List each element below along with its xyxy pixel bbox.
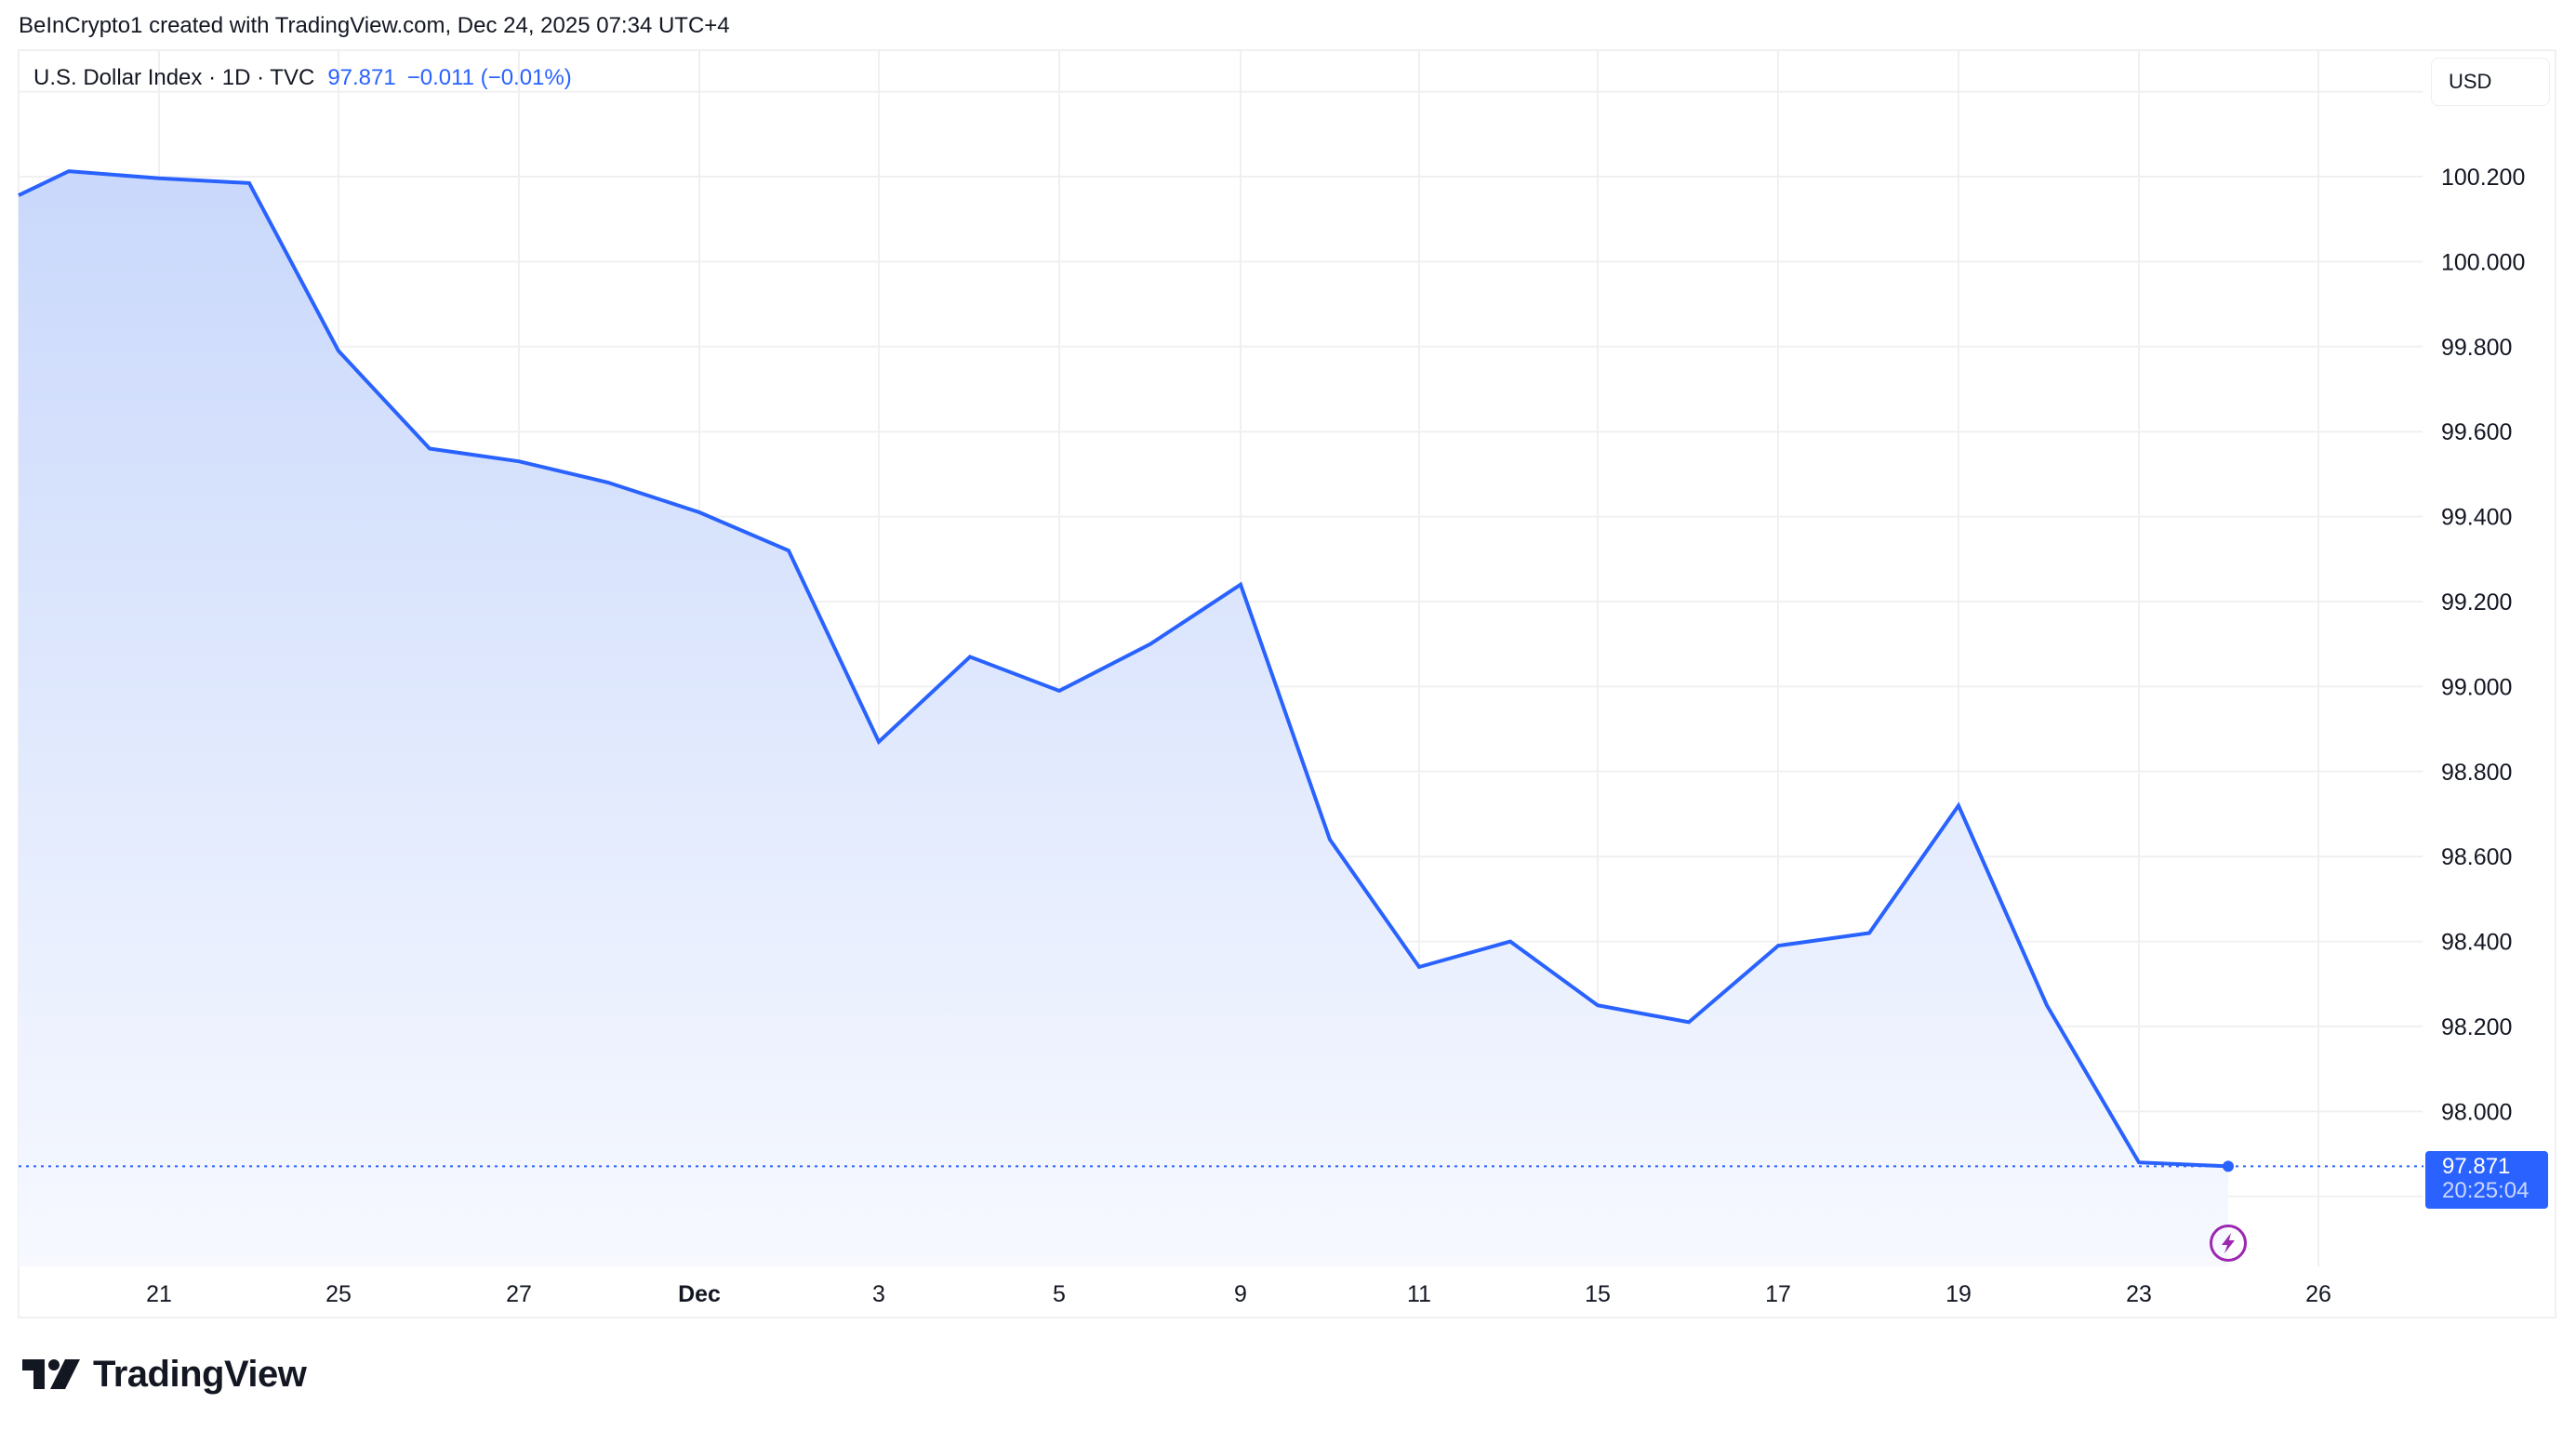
y-tick-label: 99.200 bbox=[2441, 589, 2512, 616]
y-tick-label: 100.000 bbox=[2441, 249, 2525, 275]
x-tick-label: 21 bbox=[146, 1281, 172, 1307]
x-tick-label: 26 bbox=[2305, 1281, 2331, 1307]
tradingview-logo[interactable]: TradingView bbox=[22, 1353, 307, 1395]
x-tick-label: 25 bbox=[325, 1281, 352, 1307]
x-tick-label: 5 bbox=[1053, 1281, 1066, 1307]
symbol-label: U.S. Dollar Index · 1D · TVC bbox=[33, 65, 315, 90]
bar-countdown: 20:25:04 bbox=[2442, 1178, 2530, 1203]
y-tick-label: 98.400 bbox=[2441, 930, 2512, 956]
y-tick-label: 98.800 bbox=[2441, 760, 2512, 786]
tradingview-wordmark: TradingView bbox=[93, 1353, 307, 1395]
y-tick-label: 98.000 bbox=[2441, 1099, 2512, 1125]
x-tick-label: 15 bbox=[1585, 1281, 1611, 1307]
y-tick-label: 98.600 bbox=[2441, 844, 2512, 870]
y-tick-label: 99.400 bbox=[2441, 505, 2512, 531]
y-tick-label: 99.600 bbox=[2441, 419, 2512, 445]
x-tick-label: 23 bbox=[2126, 1281, 2152, 1307]
currency-button[interactable]: USD bbox=[2431, 58, 2550, 106]
last-price-dot bbox=[2223, 1160, 2234, 1172]
x-tick-label: 17 bbox=[1765, 1281, 1791, 1307]
x-tick-label: 3 bbox=[872, 1281, 885, 1307]
y-tick-label: 100.200 bbox=[2441, 165, 2525, 191]
legend-price: 97.871 bbox=[327, 65, 396, 90]
x-tick-label: 9 bbox=[1234, 1281, 1247, 1307]
y-tick-label: 99.800 bbox=[2441, 335, 2512, 361]
chart-legend: U.S. Dollar Index · 1D · TVC 97.871 −0.011… bbox=[33, 65, 572, 91]
x-tick-label: Dec bbox=[678, 1281, 721, 1307]
legend-change: −0.011 (−0.01%) bbox=[406, 65, 572, 90]
x-tick-label: 11 bbox=[1407, 1281, 1431, 1307]
last-price-label: 97.871 20:25:04 bbox=[2425, 1151, 2548, 1209]
y-tick-label: 99.000 bbox=[2441, 674, 2512, 700]
lightning-icon[interactable] bbox=[2209, 1224, 2248, 1263]
x-tick-label: 19 bbox=[1945, 1281, 1972, 1307]
price-line[interactable] bbox=[18, 169, 2229, 1169]
y-axis[interactable]: 100.200 100.000 99.800 99.600 99.400 99.200 99… bbox=[2441, 165, 2525, 1125]
price-area-fill bbox=[19, 171, 2228, 1267]
x-tick-label: 27 bbox=[506, 1281, 532, 1307]
chart-credit: BeInCrypto1 created with TradingView.com… bbox=[19, 13, 730, 38]
x-axis[interactable]: 21 25 27 Dec 3 5 9 11 15 17 19 23 26 bbox=[146, 1281, 2331, 1307]
last-price-value: 97.871 bbox=[2442, 1154, 2511, 1179]
y-tick-label: 98.200 bbox=[2441, 1014, 2512, 1040]
tradingview-logo-icon bbox=[22, 1359, 80, 1389]
